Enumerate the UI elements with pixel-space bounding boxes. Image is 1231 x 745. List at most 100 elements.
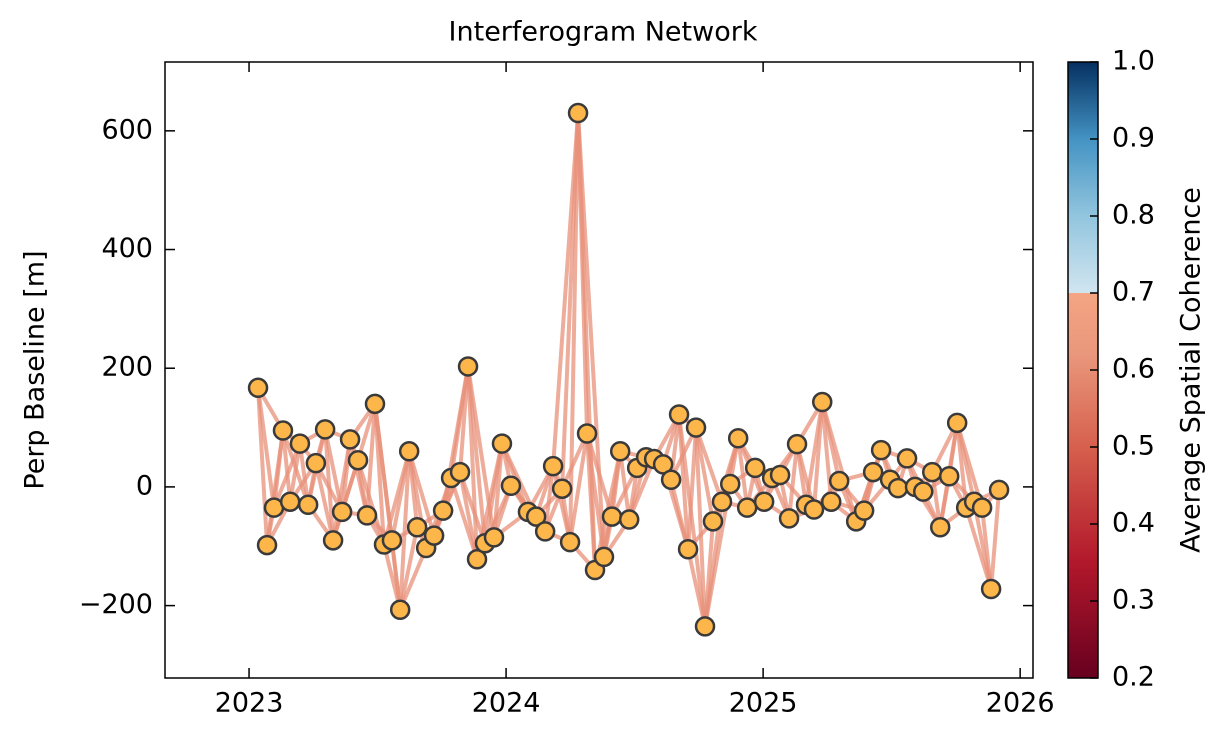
acquisition-point <box>423 525 445 546</box>
acquisition-point <box>811 391 833 413</box>
acquisition-point <box>727 427 749 449</box>
edge <box>458 471 480 560</box>
colorbar-tick-label: 1.0 <box>1112 46 1155 77</box>
colorbar-tick-label: 0.2 <box>1112 662 1155 693</box>
x-tick-label: 2025 <box>729 688 798 719</box>
acquisition-point <box>736 497 758 518</box>
acquisition-point <box>803 499 825 520</box>
acquisition-point <box>567 102 589 124</box>
acquisition-point <box>398 441 420 462</box>
acquisition-point <box>929 517 951 538</box>
edge <box>458 366 471 473</box>
acquisition-point <box>896 448 918 469</box>
edge <box>365 403 377 516</box>
acquisition-point <box>406 517 428 538</box>
acquisition-point <box>449 461 471 483</box>
edge <box>736 437 750 508</box>
acquisition-point <box>677 538 699 560</box>
acquisition-point <box>862 461 884 483</box>
acquisition-point <box>609 441 631 462</box>
acquisition-point <box>457 356 479 377</box>
acquisition-point <box>828 470 850 492</box>
acquisition-point <box>769 464 791 486</box>
acquisition-point <box>921 461 943 483</box>
edge <box>820 401 834 502</box>
acquisition-point <box>946 412 968 434</box>
acquisition-point <box>356 505 378 526</box>
edge <box>820 401 859 522</box>
edge <box>389 540 403 610</box>
edge <box>323 429 336 541</box>
edge <box>389 450 412 541</box>
acquisition-point <box>870 439 892 461</box>
edge <box>492 443 504 538</box>
colorbar-tick-label: 0.9 <box>1112 123 1155 154</box>
acquisition-point <box>389 599 411 621</box>
acquisition-point <box>744 457 766 479</box>
acquisition-point <box>820 491 842 512</box>
edge <box>686 548 707 627</box>
y-tick-label: 600 <box>101 114 153 145</box>
edge <box>694 427 715 522</box>
y-tick-label: −200 <box>79 589 153 620</box>
acquisition-point <box>483 527 505 548</box>
acquisition-point <box>753 491 775 512</box>
y-tick-label: 400 <box>101 233 153 264</box>
acquisition-point <box>364 393 386 415</box>
edge <box>669 479 691 550</box>
plot-frame <box>164 61 1034 679</box>
edge <box>627 458 656 521</box>
acquisition-point <box>279 491 301 512</box>
edge <box>694 427 708 627</box>
acquisition-point <box>711 491 733 512</box>
colorbar-tick-label: 0.7 <box>1112 277 1155 308</box>
acquisition-point <box>980 578 1002 600</box>
acquisition-point <box>256 534 278 556</box>
acquisition-point <box>347 449 369 471</box>
acquisition-point <box>432 500 454 521</box>
edge <box>297 443 311 505</box>
edge <box>543 465 556 532</box>
acquisition-point <box>618 509 640 530</box>
edge <box>398 526 420 611</box>
y-tick-label: 200 <box>101 352 153 383</box>
colorbar-tick-label: 0.5 <box>1112 431 1155 462</box>
edge <box>340 439 353 513</box>
edge <box>677 414 708 627</box>
edge <box>980 507 994 590</box>
acquisition-point <box>466 549 488 570</box>
chart-title: Interferogram Network <box>449 17 758 48</box>
edge <box>280 430 293 502</box>
edge <box>256 387 276 508</box>
acquisition-point <box>971 497 993 518</box>
edge <box>398 451 412 610</box>
y-axis-label: Perp Baseline [m] <box>20 250 51 489</box>
acquisition-point <box>551 478 573 499</box>
acquisition-point <box>887 477 909 499</box>
edge <box>989 489 1002 590</box>
acquisition-point <box>305 452 327 474</box>
acquisition-point <box>500 475 522 496</box>
x-tick-label: 2026 <box>986 688 1055 719</box>
edge <box>787 443 800 519</box>
acquisition-point <box>339 429 361 450</box>
acquisition-point <box>322 530 344 551</box>
edge <box>398 547 428 611</box>
edge <box>407 450 437 537</box>
acquisition-point <box>534 521 556 542</box>
acquisition-point <box>685 417 707 438</box>
acquisition-point <box>525 506 547 527</box>
edge <box>686 427 699 550</box>
edge <box>271 430 285 508</box>
edge <box>458 471 487 544</box>
edges <box>256 112 1002 627</box>
colorbar-tick-label: 0.6 <box>1112 354 1155 385</box>
edge <box>694 426 724 503</box>
y-tick-label: 0 <box>136 470 153 501</box>
acquisition-point <box>853 500 875 521</box>
acquisition-point <box>719 473 741 495</box>
acquisition-point <box>593 546 615 568</box>
edge <box>609 451 623 517</box>
colorbar-tick-label: 0.4 <box>1112 508 1155 539</box>
